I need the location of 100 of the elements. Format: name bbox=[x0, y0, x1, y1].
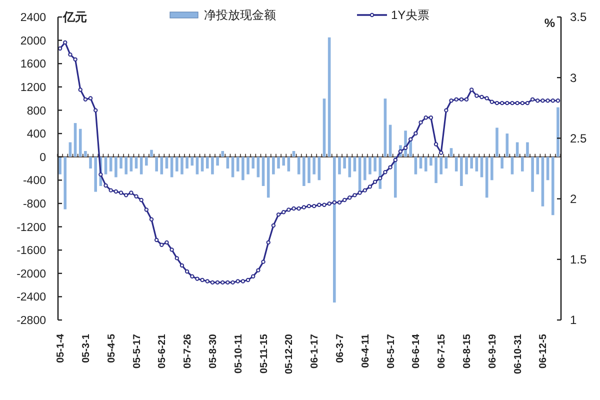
x-tick-label: 06-8-15 bbox=[462, 334, 474, 368]
bar bbox=[312, 156, 316, 174]
x-tick-label: 05-3-1 bbox=[80, 334, 92, 363]
bar bbox=[64, 156, 67, 210]
bar bbox=[206, 156, 209, 168]
y-tick-label: -2800 bbox=[16, 315, 46, 328]
bar bbox=[84, 151, 87, 157]
bar bbox=[424, 156, 428, 172]
legend-label: 1Y央票 bbox=[391, 8, 430, 22]
bar bbox=[246, 156, 250, 174]
bar bbox=[434, 156, 438, 184]
bar bbox=[333, 156, 336, 303]
bar bbox=[520, 156, 524, 172]
bar bbox=[155, 156, 158, 172]
y2-tick-label: 2.5 bbox=[570, 131, 588, 146]
x-tick-label: 06-5-17 bbox=[386, 334, 397, 368]
bar bbox=[272, 156, 275, 174]
bar bbox=[430, 156, 432, 166]
bar bbox=[470, 156, 473, 168]
bar bbox=[140, 156, 143, 174]
bar bbox=[536, 156, 540, 174]
bar bbox=[384, 98, 387, 157]
bar bbox=[150, 150, 153, 157]
y2-tick-label: 1 bbox=[570, 313, 577, 328]
bar bbox=[526, 142, 529, 157]
x-tick-label: 05-1-4 bbox=[56, 334, 67, 363]
y-axis-title: 亿元 bbox=[62, 10, 87, 24]
y-tick-label: -1200 bbox=[16, 222, 46, 234]
x-tick-label: 05-8-30 bbox=[208, 334, 219, 368]
y-tick-label: -2400 bbox=[16, 292, 46, 304]
bar bbox=[221, 151, 224, 157]
bar bbox=[277, 156, 280, 168]
x-tick-label: 06-7-15 bbox=[436, 334, 448, 368]
x-tick-label: 06-1-17 bbox=[310, 334, 321, 368]
y-tick-label: -400 bbox=[22, 175, 46, 188]
bar bbox=[216, 156, 219, 166]
bar bbox=[460, 156, 463, 186]
y2-tick-label: 3 bbox=[570, 70, 577, 85]
x-tick-label: 05-10-11 bbox=[233, 334, 244, 374]
bar bbox=[282, 156, 285, 166]
y-tick-label: 800 bbox=[26, 105, 46, 118]
bar bbox=[506, 134, 509, 157]
bar bbox=[89, 156, 92, 168]
bar bbox=[196, 156, 199, 174]
y2-tick-label: 1.5 bbox=[570, 252, 588, 267]
bar bbox=[302, 156, 306, 186]
bar bbox=[414, 156, 418, 174]
bar bbox=[211, 156, 214, 174]
bar bbox=[368, 156, 372, 174]
bar bbox=[322, 98, 326, 157]
x-tick-label: 05-12-20 bbox=[284, 334, 296, 374]
bar bbox=[94, 156, 98, 192]
y2-tick-label: 2 bbox=[570, 192, 577, 206]
x-tick-label: 05-5-17 bbox=[132, 334, 143, 368]
bar bbox=[297, 156, 300, 174]
bar bbox=[500, 156, 504, 168]
bar bbox=[124, 156, 128, 174]
bar bbox=[236, 156, 240, 172]
x-tick-label: 06-10-31 bbox=[512, 334, 524, 374]
x-tick-label: 06-9-19 bbox=[487, 334, 498, 368]
bar bbox=[531, 156, 534, 192]
bar bbox=[180, 156, 184, 174]
bar bbox=[328, 37, 331, 157]
bar bbox=[343, 156, 346, 168]
bar bbox=[465, 156, 468, 174]
x-tick-label: 06-12-5 bbox=[538, 334, 550, 368]
y-tick-label: 0 bbox=[40, 152, 46, 164]
bar bbox=[363, 156, 366, 180]
bar bbox=[551, 156, 554, 216]
bar bbox=[556, 107, 560, 157]
bar bbox=[176, 156, 178, 172]
x-tick-label: 05-7-26 bbox=[182, 334, 194, 368]
x-tick-label: 06-4-11 bbox=[360, 334, 372, 368]
bar bbox=[338, 156, 341, 174]
bar bbox=[78, 128, 82, 157]
bar bbox=[252, 156, 255, 168]
y-tick-label: -2000 bbox=[16, 268, 46, 280]
bar bbox=[490, 156, 494, 180]
bar bbox=[190, 156, 194, 166]
bar bbox=[266, 156, 270, 198]
x-tick-label: 05-4-5 bbox=[106, 334, 118, 363]
y-tick-label: 400 bbox=[26, 128, 46, 141]
bar bbox=[308, 156, 310, 184]
x-tick-label: 05-6-21 bbox=[157, 334, 168, 368]
bar bbox=[104, 156, 108, 174]
x-tick-label: 05-11-15 bbox=[258, 334, 270, 374]
bar bbox=[74, 123, 77, 157]
bar bbox=[374, 156, 376, 172]
bar bbox=[160, 156, 164, 174]
y-tick-label: 2000 bbox=[20, 35, 46, 48]
y-tick-label: 2400 bbox=[20, 12, 46, 24]
y-tick-label: -800 bbox=[22, 198, 46, 210]
y-tick-label: -1600 bbox=[16, 245, 46, 258]
bar bbox=[348, 156, 352, 178]
bar bbox=[440, 156, 442, 174]
legend-label: 净投放现金额 bbox=[204, 8, 276, 22]
bar bbox=[242, 156, 244, 180]
y-tick-label: 1200 bbox=[20, 82, 46, 94]
y2-axis-title: % bbox=[544, 16, 556, 30]
bar bbox=[186, 156, 188, 168]
